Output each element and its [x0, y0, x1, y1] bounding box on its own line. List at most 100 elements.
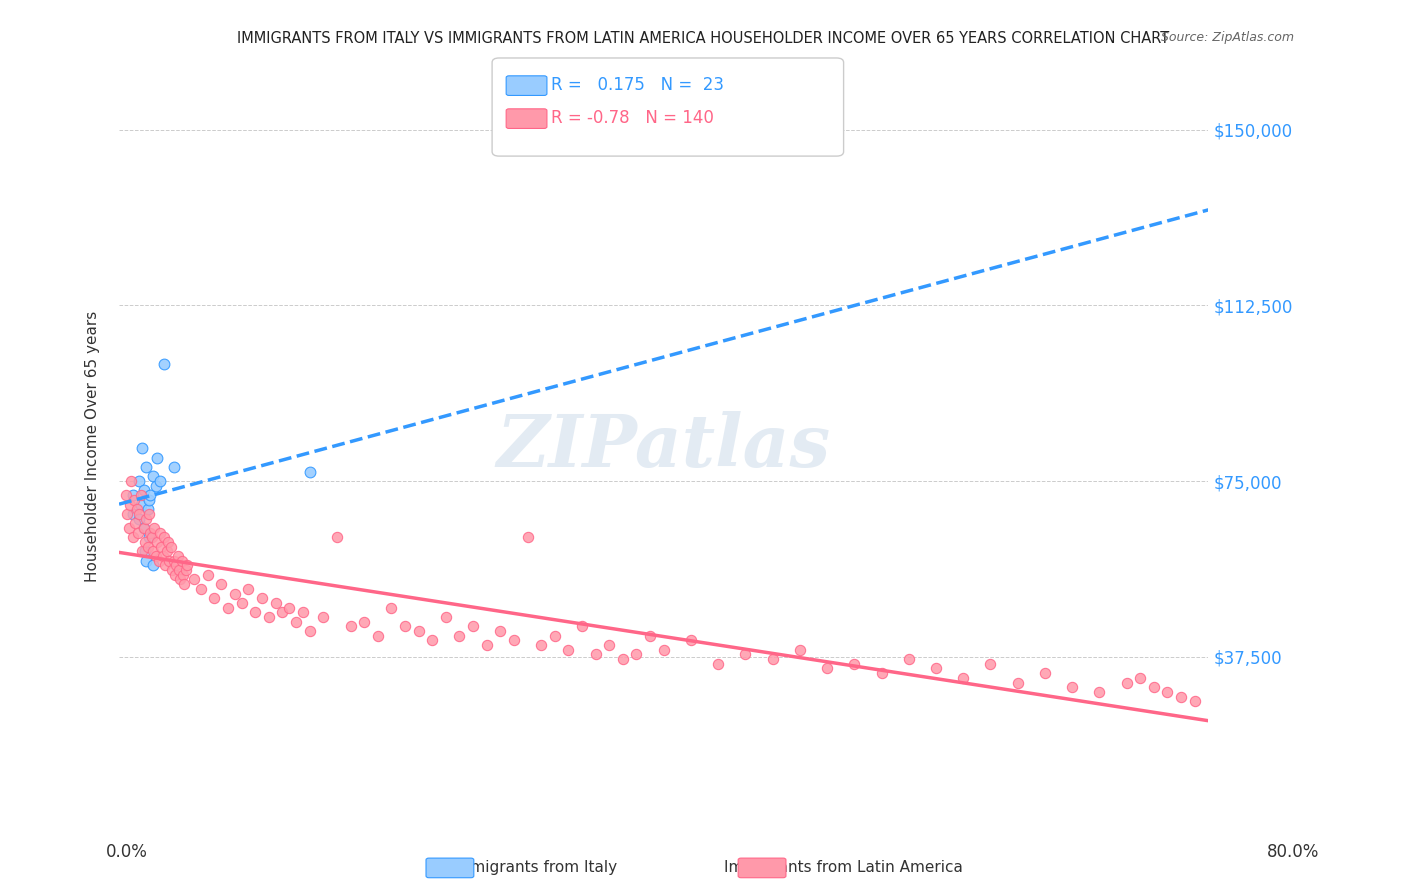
- Text: R = -0.78   N = 140: R = -0.78 N = 140: [551, 109, 714, 127]
- Point: [121, 488, 143, 502]
- Point: [420, 633, 443, 648]
- Text: Immigrants from Italy: Immigrants from Italy: [451, 860, 617, 874]
- Point: [153, 530, 176, 544]
- Point: [149, 474, 172, 488]
- Text: IMMIGRANTS FROM ITALY VS IMMIGRANTS FROM LATIN AMERICA HOUSEHOLDER INCOME OVER 6: IMMIGRANTS FROM ITALY VS IMMIGRANTS FROM…: [236, 31, 1170, 46]
- Point: [157, 535, 180, 549]
- Point: [125, 502, 148, 516]
- Point: [870, 666, 893, 681]
- Point: [150, 540, 173, 554]
- Point: [138, 530, 160, 544]
- Point: [612, 652, 634, 666]
- Point: [155, 558, 177, 573]
- Point: [153, 357, 176, 371]
- Point: [174, 563, 197, 577]
- Text: 80.0%: 80.0%: [1267, 843, 1320, 861]
- Point: [271, 605, 294, 619]
- Point: [145, 479, 167, 493]
- Point: [121, 530, 143, 544]
- Point: [129, 488, 152, 502]
- Point: [128, 507, 150, 521]
- Point: [159, 554, 181, 568]
- Point: [979, 657, 1001, 671]
- Point: [149, 525, 172, 540]
- Point: [285, 615, 308, 629]
- Point: [408, 624, 430, 638]
- Point: [489, 624, 512, 638]
- Point: [115, 507, 138, 521]
- Point: [209, 577, 232, 591]
- Point: [139, 525, 162, 540]
- Point: [167, 563, 190, 577]
- Point: [844, 657, 866, 671]
- Point: [245, 605, 267, 619]
- Point: [1062, 680, 1084, 694]
- Point: [202, 591, 225, 606]
- Text: Source: ZipAtlas.com: Source: ZipAtlas.com: [1160, 31, 1294, 45]
- Text: 0.0%: 0.0%: [105, 843, 148, 861]
- Point: [142, 558, 165, 573]
- Point: [734, 648, 756, 662]
- Point: [120, 474, 142, 488]
- Point: [278, 600, 301, 615]
- Point: [298, 465, 321, 479]
- Point: [136, 502, 159, 516]
- Point: [264, 596, 287, 610]
- Point: [135, 511, 157, 525]
- Point: [815, 661, 838, 675]
- Point: [1156, 685, 1178, 699]
- Point: [571, 619, 593, 633]
- Point: [291, 605, 314, 619]
- Point: [925, 661, 948, 675]
- Point: [176, 558, 198, 573]
- Point: [257, 610, 280, 624]
- Point: [156, 544, 179, 558]
- Point: [394, 619, 416, 633]
- Point: [679, 633, 702, 648]
- Point: [626, 648, 648, 662]
- Point: [135, 460, 157, 475]
- Point: [449, 629, 471, 643]
- Point: [145, 549, 167, 563]
- Point: [169, 573, 191, 587]
- Point: [1143, 680, 1166, 694]
- Point: [231, 596, 253, 610]
- Y-axis label: Householder Income Over 65 years: Householder Income Over 65 years: [86, 310, 100, 582]
- Text: ZIPatlas: ZIPatlas: [496, 410, 831, 482]
- Point: [1115, 675, 1137, 690]
- Point: [707, 657, 730, 671]
- Point: [134, 535, 156, 549]
- Point: [312, 610, 335, 624]
- Point: [160, 563, 183, 577]
- Point: [598, 638, 620, 652]
- Point: [238, 582, 260, 596]
- Point: [131, 544, 153, 558]
- Point: [124, 516, 146, 531]
- Point: [190, 582, 212, 596]
- Point: [326, 530, 349, 544]
- Point: [139, 488, 162, 502]
- Point: [461, 619, 484, 633]
- Point: [503, 633, 526, 648]
- Point: [516, 530, 538, 544]
- Point: [128, 511, 150, 525]
- Point: [132, 483, 155, 498]
- Point: [138, 507, 160, 521]
- Point: [134, 544, 156, 558]
- Point: [298, 624, 321, 638]
- Point: [138, 492, 160, 507]
- Point: [165, 558, 187, 573]
- Point: [638, 629, 661, 643]
- Point: [118, 498, 141, 512]
- Point: [152, 549, 174, 563]
- Point: [163, 567, 186, 582]
- Point: [143, 521, 166, 535]
- Point: [142, 469, 165, 483]
- Point: [132, 521, 155, 535]
- Point: [339, 619, 361, 633]
- Point: [142, 544, 165, 558]
- Point: [162, 460, 184, 475]
- Point: [530, 638, 553, 652]
- Point: [367, 629, 389, 643]
- Point: [475, 638, 498, 652]
